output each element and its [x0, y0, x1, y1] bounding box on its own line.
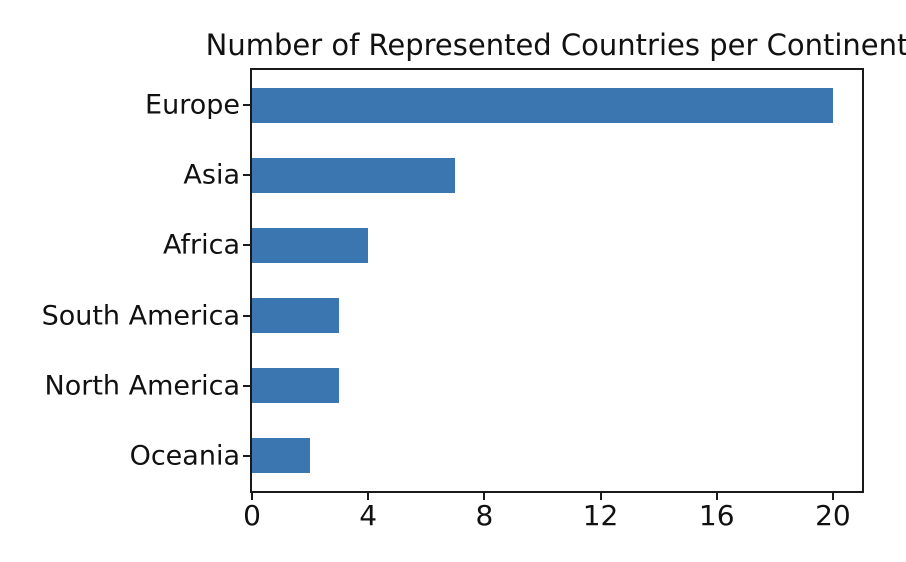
bar-south-america	[252, 298, 340, 334]
y-tick-label-africa: Africa	[162, 229, 240, 261]
y-tick-mark	[243, 104, 250, 107]
x-tick-mark	[483, 493, 486, 500]
x-tick-mark	[715, 493, 718, 500]
bar-north-america	[252, 368, 340, 404]
bar-oceania	[252, 438, 311, 474]
y-tick-label-oceania: Oceania	[129, 440, 240, 472]
x-tick-label-12: 12	[582, 499, 619, 532]
chart-title: Number of Represented Countries per Cont…	[205, 28, 906, 62]
y-tick-mark	[243, 244, 250, 247]
y-tick-mark	[243, 384, 250, 387]
x-tick-label-16: 16	[698, 499, 735, 532]
x-tick-mark	[367, 493, 370, 500]
x-tick-label-8: 8	[475, 499, 494, 532]
bar-europe	[252, 87, 833, 123]
y-tick-label-asia: Asia	[183, 159, 240, 191]
plot-area	[250, 68, 864, 493]
x-tick-label-4: 4	[359, 499, 378, 532]
x-tick-mark	[251, 493, 253, 500]
y-tick-label-north-america: North America	[44, 370, 240, 402]
y-tick-mark	[243, 174, 250, 177]
x-tick-mark	[599, 493, 602, 500]
y-tick-label-south-america: South America	[41, 300, 240, 332]
bar-asia	[252, 157, 456, 193]
x-tick-mark	[831, 493, 834, 500]
bar-africa	[252, 227, 369, 263]
y-tick-label-europe: Europe	[145, 89, 240, 121]
x-tick-label-20: 20	[815, 499, 851, 532]
x-tick-label-0: 0	[243, 499, 261, 532]
y-tick-mark	[243, 314, 250, 317]
y-tick-mark	[243, 454, 250, 457]
